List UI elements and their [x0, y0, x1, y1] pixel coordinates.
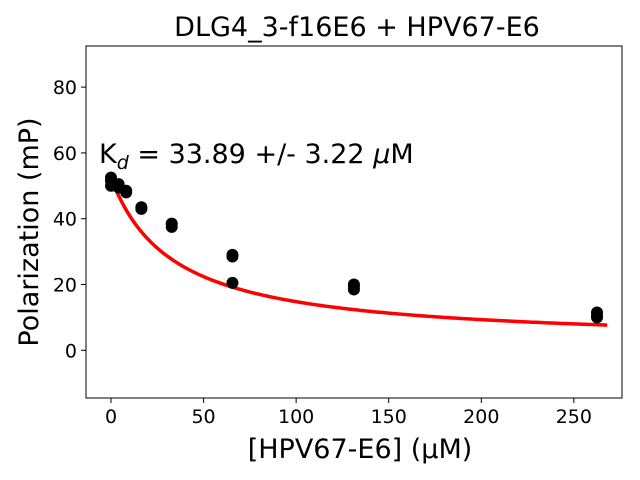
data-point	[347, 278, 360, 291]
data-point	[165, 217, 178, 230]
data-point	[120, 184, 133, 197]
fit-curve	[109, 176, 608, 327]
y-tick-label: 0	[65, 340, 77, 362]
x-tick-label: 150	[371, 406, 407, 428]
y-tick-label: 20	[53, 275, 77, 297]
x-tick-label: 0	[105, 406, 117, 428]
kd-subscript: d	[117, 152, 130, 174]
x-tick-label: 200	[463, 406, 499, 428]
x-tick-label: 100	[278, 406, 314, 428]
x-tick-label: 250	[556, 406, 592, 428]
data-point	[226, 248, 239, 261]
kd-annotation: Kd = 33.89 +/- 3.22 μM	[99, 139, 414, 174]
y-tick-label: 60	[53, 143, 77, 165]
data-point	[591, 306, 604, 319]
y-axis-label: Polarization (mP)	[14, 117, 45, 346]
plot-frame	[85, 45, 623, 399]
y-tick-label: 80	[53, 77, 77, 99]
kd-value: = 33.89 +/- 3.22	[129, 139, 373, 170]
chart-title: DLG4_3-f16E6 + HPV67-E6	[174, 12, 540, 43]
kd-symbol: K	[99, 139, 118, 170]
kd-unit: M	[390, 139, 413, 170]
data-point	[135, 201, 148, 214]
y-tick-label: 40	[53, 209, 77, 231]
data-point	[226, 276, 239, 289]
x-tick-label: 50	[191, 406, 215, 428]
x-axis-label: [HPV67-E6] (μM)	[248, 434, 473, 465]
kd-mu: μ	[372, 139, 390, 170]
